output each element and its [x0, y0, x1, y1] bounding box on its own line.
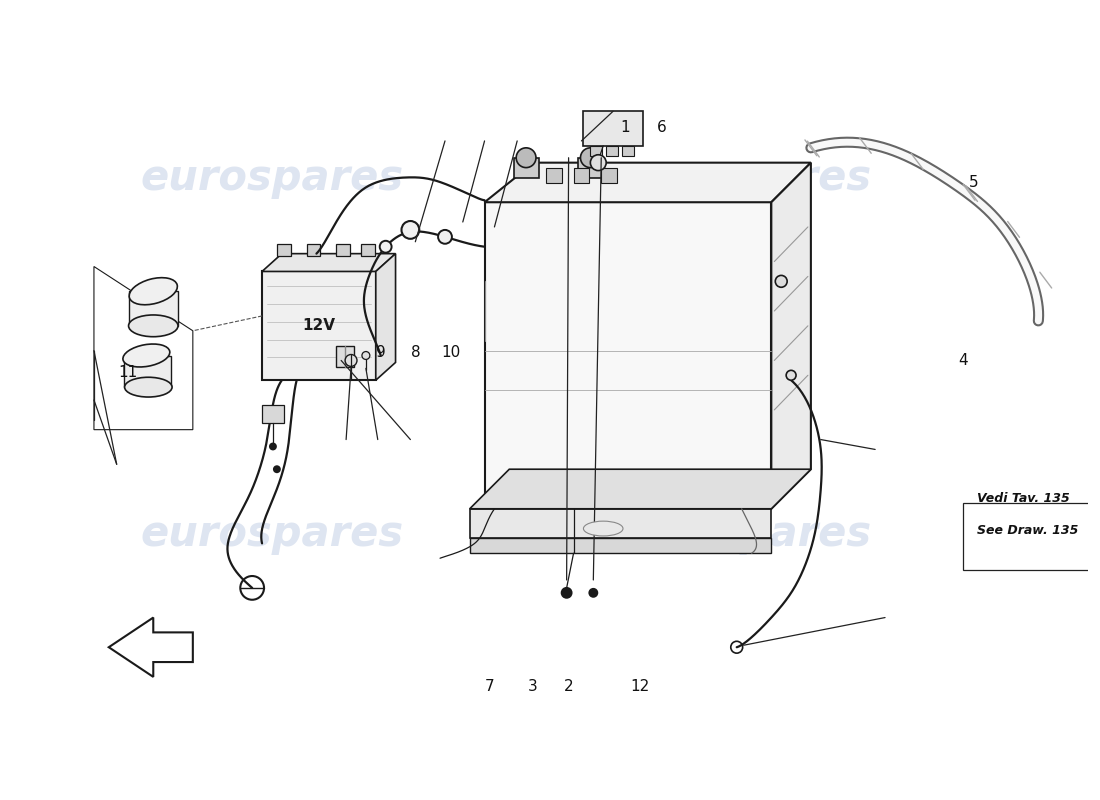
Circle shape [270, 443, 276, 450]
Text: 2: 2 [564, 679, 574, 694]
Text: 7: 7 [485, 679, 494, 694]
Circle shape [776, 275, 788, 287]
Bar [277, 244, 290, 256]
Bar [361, 244, 375, 256]
Bar [621, 146, 634, 156]
Ellipse shape [583, 521, 623, 536]
Polygon shape [771, 162, 811, 509]
Bar [579, 158, 603, 178]
Circle shape [591, 154, 606, 170]
Text: 11: 11 [119, 365, 138, 380]
Bar [470, 509, 771, 538]
Bar [262, 271, 376, 380]
Text: eurospares: eurospares [608, 514, 871, 555]
Bar [123, 355, 172, 387]
Circle shape [345, 354, 358, 366]
Circle shape [562, 588, 572, 598]
Bar [262, 405, 284, 422]
Polygon shape [470, 470, 811, 509]
Bar [470, 538, 771, 554]
Text: Vedi Tav. 135: Vedi Tav. 135 [977, 492, 1069, 506]
Polygon shape [376, 254, 396, 380]
Bar [546, 168, 562, 183]
Text: 6: 6 [657, 119, 667, 134]
Circle shape [402, 221, 419, 239]
Ellipse shape [129, 278, 177, 305]
Ellipse shape [129, 315, 178, 337]
Circle shape [590, 589, 597, 597]
Text: 9: 9 [376, 345, 386, 360]
Bar [337, 244, 350, 256]
Circle shape [581, 148, 601, 168]
Text: 4: 4 [958, 353, 968, 368]
Circle shape [786, 370, 796, 380]
Text: 5: 5 [969, 175, 978, 190]
Text: 1: 1 [620, 119, 630, 134]
Text: See Draw. 135: See Draw. 135 [977, 524, 1078, 537]
Ellipse shape [123, 344, 169, 367]
Bar [129, 291, 178, 326]
Circle shape [274, 466, 279, 472]
Circle shape [379, 241, 392, 253]
Circle shape [362, 351, 370, 359]
Text: 12: 12 [630, 679, 649, 694]
Bar [485, 202, 771, 509]
Bar [591, 146, 602, 156]
Text: 3: 3 [528, 679, 538, 694]
Polygon shape [485, 162, 811, 202]
Polygon shape [262, 254, 396, 271]
Bar [583, 111, 642, 146]
FancyBboxPatch shape [962, 503, 1100, 570]
Text: eurospares: eurospares [141, 514, 404, 555]
Bar [514, 158, 539, 178]
Text: eurospares: eurospares [608, 158, 871, 199]
Bar [573, 168, 590, 183]
Bar [337, 346, 354, 367]
Text: eurospares: eurospares [141, 158, 404, 199]
Bar [307, 244, 320, 256]
Text: 10: 10 [442, 345, 461, 360]
Bar [602, 168, 617, 183]
Circle shape [516, 148, 536, 168]
Text: 12V: 12V [302, 318, 336, 334]
Bar [606, 146, 618, 156]
Circle shape [438, 230, 452, 244]
Ellipse shape [124, 378, 172, 397]
Text: 8: 8 [410, 345, 420, 360]
